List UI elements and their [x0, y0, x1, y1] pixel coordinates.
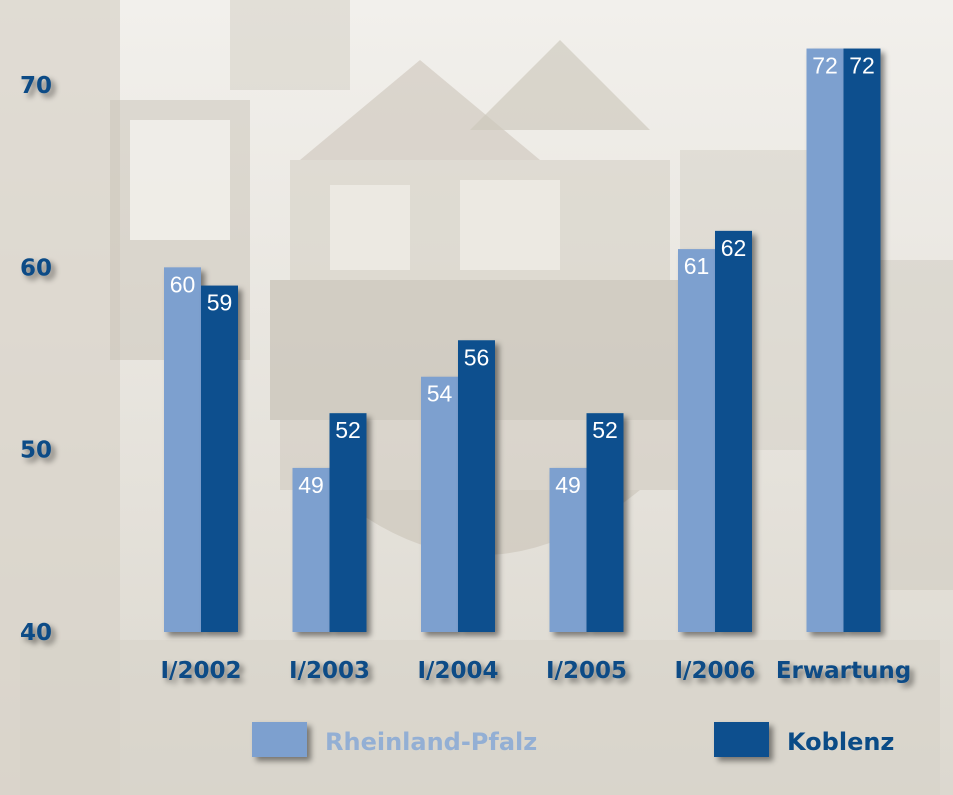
bar-value-label: 54 [427, 381, 453, 407]
category-label: I/2006 [675, 658, 756, 684]
bar-rheinland-pfalz [164, 267, 201, 632]
bar-value-label: 49 [298, 472, 324, 498]
bar-rheinland-pfalz [806, 48, 844, 633]
y-ticks: 40 50 60 70 [20, 73, 118, 646]
bar-koblenz [458, 340, 495, 632]
bar-koblenz [201, 285, 238, 632]
y-tick-label: 60 [20, 255, 52, 281]
bar-value-label: 60 [170, 271, 196, 297]
bar-value-label: 72 [812, 53, 838, 79]
bar-value-label: 52 [592, 417, 618, 443]
bar-value-label: 52 [335, 417, 361, 443]
category-label: Erwartung [776, 658, 911, 684]
bar-rheinland-pfalz [292, 467, 330, 632]
bar-value-label: 72 [849, 53, 875, 79]
bar-rheinland-pfalz [549, 467, 587, 632]
bar-value-label: 49 [555, 472, 581, 498]
y-tick-label: 40 [20, 620, 52, 646]
bar-koblenz [329, 413, 367, 632]
bar-value-label: 59 [207, 290, 233, 316]
category-label: I/2005 [546, 658, 627, 684]
legend-swatch-koblenz [714, 722, 769, 757]
category-label: I/2003 [289, 658, 370, 684]
legend-label-koblenz: Koblenz [787, 728, 894, 756]
bar-value-label: 56 [464, 344, 490, 370]
bar-rheinland-pfalz [678, 249, 715, 632]
bar-koblenz [843, 48, 881, 633]
legend: Rheinland-Pfalz Koblenz [252, 722, 894, 757]
bar-koblenz [715, 230, 752, 632]
bar-value-label: 61 [684, 253, 710, 279]
category-label: I/2002 [161, 658, 242, 684]
category-labels: I/2002 I/2003 I/2004 I/2005 I/2006 Erwartung [161, 658, 912, 684]
bars: 60 59 49 52 54 56 49 52 61 62 72 72 [164, 48, 881, 633]
category-label: I/2004 [418, 658, 499, 684]
bar-koblenz [586, 413, 624, 632]
legend-swatch-rheinland-pfalz [252, 722, 307, 757]
y-tick-label: 50 [20, 438, 52, 464]
bar-value-label: 62 [721, 235, 747, 261]
legend-label-rheinland-pfalz: Rheinland-Pfalz [325, 728, 537, 756]
bar-rheinland-pfalz [421, 376, 458, 632]
y-tick-label: 70 [20, 73, 52, 99]
